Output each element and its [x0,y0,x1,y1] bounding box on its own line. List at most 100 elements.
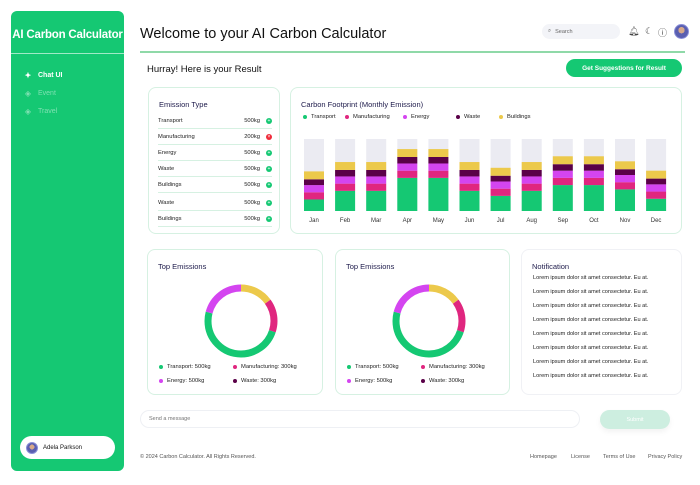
bar-segment-transport [521,190,542,211]
check-status-icon: + [266,215,272,222]
sidebar: AI Carbon Calculator ✦ Chat UI ◈ Event ◈ Tr… [11,11,124,471]
legend-item: Manufacturing [345,114,390,120]
legend-label: Waste: 300kg [241,378,277,384]
bar-segment-energy [521,176,542,184]
divider [140,51,685,53]
bar-segment-transport [583,185,604,211]
emission-type-card: Emission Type Transport 500kg + Manufacturi… [148,87,280,234]
user-profile-button[interactable]: Adela Parkson [20,436,115,459]
bar-segment-buildings [552,156,573,165]
legend-swatch [303,115,307,119]
bar-segment-manufacturing [335,183,356,191]
footer-link-license[interactable]: License [571,454,590,460]
bar-segment-manufacturing [615,182,635,190]
donut-segment-manufacturing [392,284,466,358]
bell-icon[interactable]: 🔔︎ [628,26,640,36]
card-title: Top Emissions [346,262,395,271]
search-input[interactable]: ⌕ Search [542,24,620,39]
notification-item[interactable]: Lorem ipsum dolor sit amet consectetur. … [533,345,649,351]
bar-segment-energy [366,176,387,184]
sidebar-item-event[interactable]: ◈ Event [24,84,124,102]
get-suggestions-button[interactable]: Get Suggestions for Result [566,59,682,77]
bar-segment-buildings [583,156,604,165]
legend-item: Waste: 300kg [421,378,464,384]
check-status-icon: + [266,149,272,156]
carbon-footprint-card: Carbon Footprint (Monthly Emission) Tran… [290,87,682,234]
notification-item[interactable]: Lorem ipsum dolor sit amet consectetur. … [533,331,649,337]
bar-segment-waste [366,169,387,177]
bar-segment-transport [366,190,387,211]
bar-segment-buildings [397,149,418,157]
info-icon[interactable]: ⓘ [658,28,668,38]
donut-chart [204,284,278,358]
legend-item: Manufacturing: 300kg [421,364,485,370]
legend-label: Buildings [507,114,531,120]
bar-segment-manufacturing [552,177,573,186]
moon-icon[interactable]: ☾ [645,26,654,36]
bar-segment-manufacturing [397,170,418,178]
x-tick-label: Sep [557,218,568,224]
result-heading: Hurray! Here is your Result [147,64,262,75]
bar-segment-waste [428,157,449,164]
avatar [26,441,38,454]
bar-segment-waste [490,175,511,182]
x-tick-label: Feb [340,218,351,224]
chart-title: Carbon Footprint (Monthly Emission) [301,100,424,109]
notification-item[interactable]: Lorem ipsum dolor sit amet consectetur. … [533,317,649,323]
legend-swatch [456,115,460,119]
message-input[interactable] [140,410,580,428]
notification-item[interactable]: Lorem ipsum dolor sit amet consectetur. … [533,359,649,365]
notification-item[interactable]: Lorem ipsum dolor sit amet consectetur. … [533,303,649,309]
footer-link-privacy[interactable]: Privacy Policy [648,454,683,460]
emission-value: 500kg [244,117,260,124]
notification-item[interactable]: Lorem ipsum dolor sit amet consectetur. … [533,373,649,379]
emission-row: Waste 500kg + [158,161,272,177]
bar-segment-manufacturing [304,192,324,200]
submit-button[interactable]: Submit [600,410,670,429]
bar-segment-transport [335,190,356,211]
layers-icon: ◈ [24,88,32,98]
x-tick-label: Oct [589,218,599,224]
notification-item[interactable]: Lorem ipsum dolor sit amet consectetur. … [533,275,649,281]
legend-swatch [233,379,237,383]
bar-segment-energy [397,163,418,171]
legend-label: Manufacturing: 300kg [241,364,297,370]
legend-item: Waste [456,114,480,120]
legend-swatch [159,379,163,383]
emission-name: Energy [158,149,177,156]
legend-swatch [347,379,351,383]
bar-segment-manufacturing [459,183,480,191]
legend-swatch [403,115,407,119]
emission-name: Buildings [158,181,182,188]
bar-segment-transport [459,190,480,211]
donut-segment-transport [204,284,278,358]
bar-segment-energy [304,185,324,193]
avatar[interactable] [674,24,689,39]
sidebar-item-travel[interactable]: ◈ Travel [24,102,124,120]
bar-segment-manufacturing [521,183,542,191]
divider [11,53,124,54]
emission-value: 500kg [244,165,260,172]
legend-item: Buildings [499,114,531,120]
bar-segment-waste [459,169,480,177]
footer-link-terms[interactable]: Terms of Use [603,454,636,460]
x-tick-label: Aug [526,218,537,224]
legend-item: Waste: 300kg [233,378,276,384]
legend-label: Transport [311,114,336,120]
bar-segment-buildings [304,171,324,180]
donut-chart [392,284,466,358]
notification-item[interactable]: Lorem ipsum dolor sit amet consectetur. … [533,289,649,295]
donut-segment-transport [392,284,466,358]
emission-row: Energy 500kg + [158,145,272,161]
legend-swatch [159,365,163,369]
bar-segment-buildings [366,162,387,170]
legend-item: Transport: 500kg [159,364,211,370]
copyright: © 2024 Carbon Calculator. All Rights Res… [140,454,256,460]
emission-value: 500kg [244,181,260,188]
emission-row: Waste 500kg + [158,195,272,211]
footer-link-homepage[interactable]: Homepage [530,454,557,460]
bar-segment-transport [646,198,667,211]
page-title: Welcome to your AI Carbon Calculator [140,26,387,42]
sidebar-item-chat-ui[interactable]: ✦ Chat UI [24,66,124,84]
bar-segment-transport [304,199,324,211]
